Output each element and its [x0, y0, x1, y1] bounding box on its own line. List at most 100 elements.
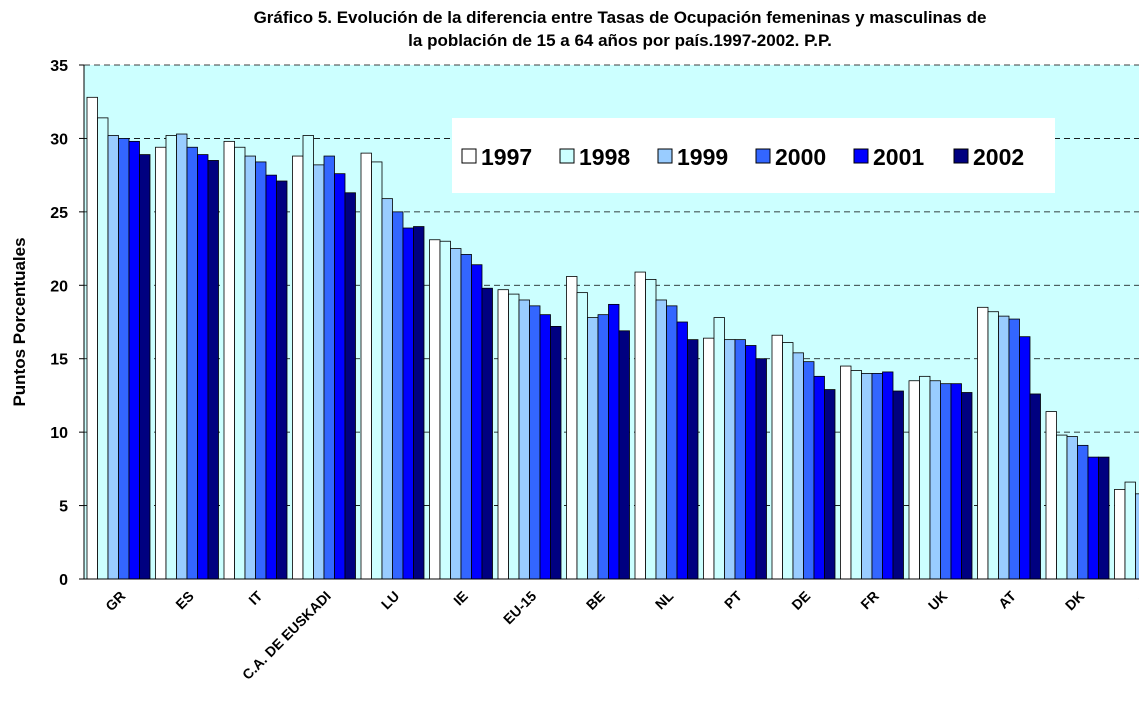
bar — [666, 305, 678, 580]
bar — [381, 198, 393, 580]
bar — [1066, 436, 1078, 580]
legend-swatch — [657, 148, 673, 164]
bar — [165, 135, 177, 580]
bar — [950, 383, 962, 580]
bar — [155, 146, 167, 580]
legend-swatch — [853, 148, 869, 164]
bar — [771, 334, 783, 580]
bar — [1045, 411, 1057, 580]
bar — [107, 135, 119, 580]
bar — [734, 339, 746, 580]
x-tick-label: DE — [788, 588, 813, 613]
bar — [207, 160, 219, 580]
y-axis-label: Puntos Porcentuales — [10, 237, 29, 406]
bar — [792, 352, 804, 580]
y-tick-label: 25 — [50, 205, 68, 222]
legend-label: 1997 — [481, 144, 532, 170]
bar — [1056, 434, 1068, 580]
bar — [529, 305, 541, 580]
bar — [1008, 318, 1020, 580]
bar — [919, 375, 931, 580]
x-tick-label: FI — [1136, 588, 1139, 608]
chart-title: la población de 15 a 64 años por país.19… — [408, 31, 832, 50]
bar — [1114, 489, 1126, 580]
bar — [302, 135, 314, 580]
bar — [439, 240, 451, 580]
bar — [265, 174, 277, 580]
bar — [471, 264, 483, 580]
bar — [539, 314, 551, 580]
x-tick-label: IT — [245, 587, 265, 607]
bar — [634, 271, 646, 580]
bar — [292, 155, 304, 580]
y-tick-label: 5 — [59, 499, 68, 516]
bar — [824, 389, 836, 580]
bar — [1077, 444, 1089, 580]
bar — [597, 314, 609, 580]
legend-swatch — [953, 148, 969, 164]
bar — [840, 365, 852, 580]
x-tick-label: NL — [652, 587, 677, 612]
bar — [645, 279, 657, 580]
bar — [850, 370, 862, 580]
legend-label: 1998 — [579, 144, 630, 170]
x-tick-label: IE — [450, 588, 471, 609]
legend-label: 2000 — [775, 144, 826, 170]
x-tick-label: BE — [583, 588, 608, 613]
x-tick-label: DK — [1062, 588, 1088, 614]
bar — [929, 380, 941, 580]
legend-label: 1999 — [677, 144, 728, 170]
bar — [508, 293, 520, 580]
bar — [1098, 456, 1110, 580]
bar — [861, 372, 873, 580]
bar — [892, 390, 904, 580]
bar — [481, 287, 493, 580]
bar — [1124, 481, 1136, 580]
bar — [1087, 456, 1099, 580]
bar — [587, 317, 599, 580]
y-tick-label: 30 — [50, 131, 68, 148]
bar — [713, 317, 725, 580]
bar — [323, 155, 335, 580]
bar — [139, 154, 151, 580]
x-tick-label: UK — [925, 588, 951, 614]
x-tick-label: EU-15 — [500, 588, 540, 628]
bar — [118, 138, 130, 580]
bar — [576, 292, 588, 580]
legend-swatch — [461, 148, 477, 164]
x-tick-label: GR — [102, 588, 128, 614]
bar — [550, 326, 562, 580]
bar — [176, 133, 188, 580]
legend-label: 2001 — [873, 144, 924, 170]
bar — [197, 154, 209, 580]
y-tick-label: 20 — [50, 278, 68, 295]
bar — [450, 248, 462, 580]
bar — [998, 315, 1010, 580]
x-tick-label: PT — [721, 587, 745, 611]
bar — [360, 152, 372, 580]
bar — [745, 345, 757, 580]
bar — [97, 117, 109, 580]
bar — [687, 339, 699, 580]
x-tick-label: AT — [995, 587, 1019, 611]
bar — [497, 289, 509, 580]
x-tick-label: ES — [172, 588, 197, 613]
x-tick-label: FR — [857, 588, 882, 613]
bar — [334, 173, 346, 580]
bar — [782, 342, 794, 580]
bar — [460, 254, 472, 580]
bar — [1135, 493, 1139, 580]
legend-label: 2002 — [973, 144, 1024, 170]
bar — [618, 330, 630, 580]
bar — [813, 375, 825, 580]
bar — [608, 303, 620, 580]
bar — [313, 164, 325, 580]
bar — [566, 276, 578, 580]
bar — [234, 146, 246, 580]
bar — [803, 361, 815, 580]
bar — [255, 161, 267, 580]
bar — [392, 211, 404, 580]
y-tick-label: 0 — [59, 572, 68, 589]
legend-swatch — [559, 148, 575, 164]
